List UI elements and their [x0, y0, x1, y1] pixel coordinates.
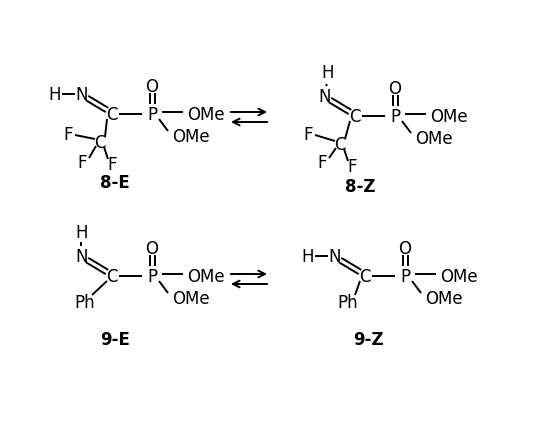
- Text: P: P: [390, 108, 400, 126]
- Text: Ph: Ph: [338, 293, 358, 311]
- Text: 8-E: 8-E: [100, 174, 130, 191]
- Text: 9-E: 9-E: [100, 330, 130, 348]
- Text: Ph: Ph: [75, 293, 95, 311]
- Text: OMe: OMe: [425, 289, 463, 307]
- Text: P: P: [147, 106, 157, 124]
- Text: P: P: [400, 267, 410, 285]
- Text: N: N: [76, 86, 88, 104]
- Text: C: C: [106, 267, 118, 285]
- Text: C: C: [349, 108, 361, 126]
- Text: O: O: [146, 240, 158, 257]
- Text: P: P: [147, 267, 157, 285]
- Text: N: N: [76, 247, 88, 265]
- Text: F: F: [303, 126, 313, 144]
- Text: C: C: [94, 134, 106, 151]
- Text: 8-Z: 8-Z: [345, 178, 375, 196]
- Text: OMe: OMe: [172, 128, 210, 146]
- Text: OMe: OMe: [187, 267, 224, 285]
- Text: H: H: [49, 86, 61, 104]
- Text: O: O: [399, 240, 411, 257]
- Text: C: C: [359, 267, 371, 285]
- Text: O: O: [388, 80, 401, 98]
- Text: C: C: [106, 106, 118, 124]
- Text: C: C: [334, 136, 346, 154]
- Text: O: O: [146, 78, 158, 96]
- Text: F: F: [347, 158, 357, 176]
- Text: OMe: OMe: [430, 108, 468, 126]
- Text: H: H: [322, 64, 334, 82]
- Text: N: N: [319, 88, 331, 106]
- Text: OMe: OMe: [187, 106, 224, 124]
- Text: 9-Z: 9-Z: [353, 330, 383, 348]
- Text: N: N: [329, 247, 341, 265]
- Text: F: F: [107, 156, 117, 174]
- Text: OMe: OMe: [440, 267, 477, 285]
- Text: H: H: [302, 247, 314, 265]
- Text: F: F: [317, 154, 327, 171]
- Text: OMe: OMe: [415, 130, 453, 148]
- Text: H: H: [76, 224, 88, 241]
- Text: F: F: [63, 126, 73, 144]
- Text: F: F: [77, 154, 87, 171]
- Text: OMe: OMe: [172, 289, 210, 307]
